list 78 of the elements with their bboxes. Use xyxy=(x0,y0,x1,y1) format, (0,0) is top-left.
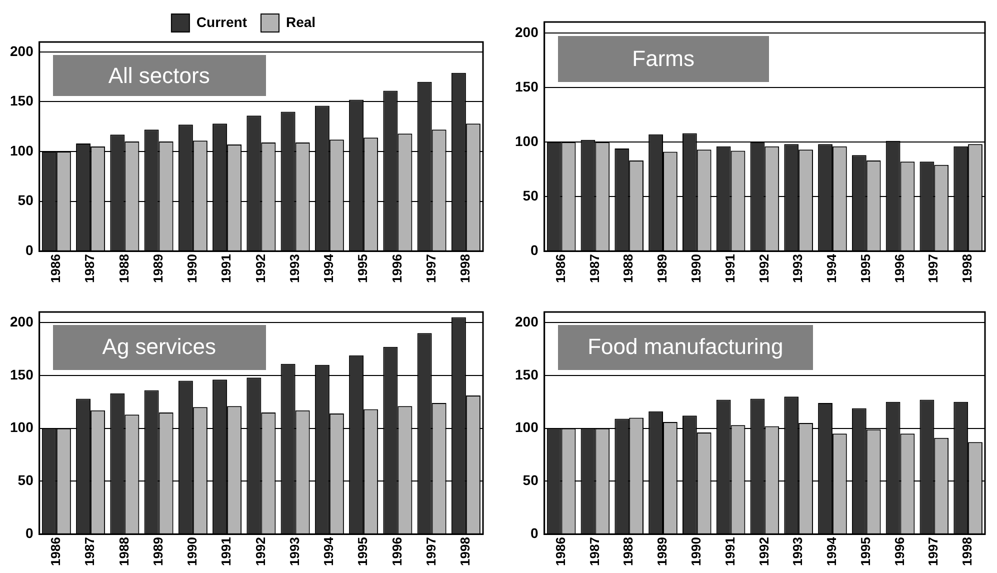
y-tick-label: 200 xyxy=(515,24,539,40)
x-tick-label: 1988 xyxy=(116,537,132,566)
x-tick-label: 1992 xyxy=(756,537,772,566)
title-banner: All sectors xyxy=(52,54,266,96)
y-tick-label: 0 xyxy=(26,242,34,258)
y-tick-label: 0 xyxy=(530,524,539,541)
x-tick-label: 1988 xyxy=(116,254,132,283)
y-tick-label: 50 xyxy=(18,472,34,488)
y-tick-label: 50 xyxy=(522,472,539,488)
y-tick-label: 150 xyxy=(515,366,539,382)
x-tick-label: 1996 xyxy=(389,537,404,566)
y-tick-label: 100 xyxy=(515,132,539,149)
x-tick-label: 1998 xyxy=(960,537,975,566)
y-tick-label: 100 xyxy=(10,419,34,436)
x-tick-label: 1997 xyxy=(926,537,941,566)
x-tick-label: 1996 xyxy=(892,254,907,283)
y-tick-label: 150 xyxy=(10,92,34,109)
x-tick-label: 1989 xyxy=(150,537,166,566)
x-tick-label: 1997 xyxy=(423,254,438,283)
x-tick-label: 1989 xyxy=(654,537,670,566)
x-tick-label: 1991 xyxy=(722,537,738,566)
x-tick-label: 1997 xyxy=(423,537,438,566)
title-banner: Food manufacturing xyxy=(558,325,814,370)
x-tick-label: 1995 xyxy=(858,254,873,283)
x-tick-label: 1986 xyxy=(48,254,63,283)
x-tick-label: 1995 xyxy=(858,537,873,566)
x-tick-label: 1992 xyxy=(252,537,268,566)
x-tick-label: 1986 xyxy=(552,254,568,283)
x-tick-label: 1986 xyxy=(552,537,568,566)
x-tick-label: 1994 xyxy=(824,253,840,283)
x-tick-label: 1992 xyxy=(756,254,772,283)
y-tick-label: 0 xyxy=(26,524,34,541)
x-tick-label: 1998 xyxy=(458,254,473,283)
x-tick-label: 1993 xyxy=(790,537,806,566)
x-tick-label: 1989 xyxy=(654,254,670,283)
x-tick-label: 1993 xyxy=(286,254,302,283)
x-tick-label: 1987 xyxy=(586,537,602,566)
x-tick-label: 1996 xyxy=(389,254,404,283)
y-tick-label: 100 xyxy=(10,142,34,158)
y-tick-label: 150 xyxy=(10,366,34,382)
x-tick-label: 1991 xyxy=(218,254,234,283)
x-tick-label: 1992 xyxy=(252,254,268,283)
y-tick-label: 50 xyxy=(522,187,539,204)
y-tick-label: 0 xyxy=(530,242,539,258)
x-tick-label: 1994 xyxy=(321,253,336,283)
title-banner: Farms xyxy=(558,36,770,82)
legend-label: Real xyxy=(286,14,316,30)
x-tick-label: 1994 xyxy=(321,536,336,566)
x-tick-label: 1996 xyxy=(892,537,907,566)
x-tick-label: 1990 xyxy=(184,537,200,566)
x-tick-label: 1991 xyxy=(722,254,738,283)
x-tick-label: 1989 xyxy=(150,254,166,283)
y-tick-label: 150 xyxy=(515,78,539,94)
y-tick-label: 50 xyxy=(18,192,34,208)
y-tick-label: 100 xyxy=(515,419,539,436)
y-tick-label: 200 xyxy=(10,42,34,59)
x-tick-label: 1990 xyxy=(184,254,200,283)
x-tick-label: 1995 xyxy=(355,537,370,566)
x-tick-label: 1987 xyxy=(586,254,602,283)
x-tick-label: 1987 xyxy=(82,254,98,283)
x-tick-label: 1993 xyxy=(790,254,806,283)
x-tick-label: 1997 xyxy=(926,254,941,283)
x-tick-label: 1993 xyxy=(286,537,302,566)
x-tick-label: 1990 xyxy=(688,254,704,283)
x-tick-label: 1986 xyxy=(48,537,63,566)
legend-label: Current xyxy=(196,14,248,30)
x-tick-label: 1988 xyxy=(620,254,636,283)
x-tick-label: 1998 xyxy=(458,537,473,566)
x-tick-label: 1998 xyxy=(960,254,975,283)
title-banner: Ag services xyxy=(52,325,266,370)
x-tick-label: 1987 xyxy=(82,537,98,566)
y-tick-label: 200 xyxy=(10,313,34,330)
x-tick-label: 1990 xyxy=(688,537,704,566)
x-tick-label: 1988 xyxy=(620,537,636,566)
y-tick-label: 200 xyxy=(515,313,539,330)
x-tick-label: 1991 xyxy=(218,537,234,566)
x-tick-label: 1995 xyxy=(355,254,370,283)
x-tick-label: 1994 xyxy=(824,536,840,566)
